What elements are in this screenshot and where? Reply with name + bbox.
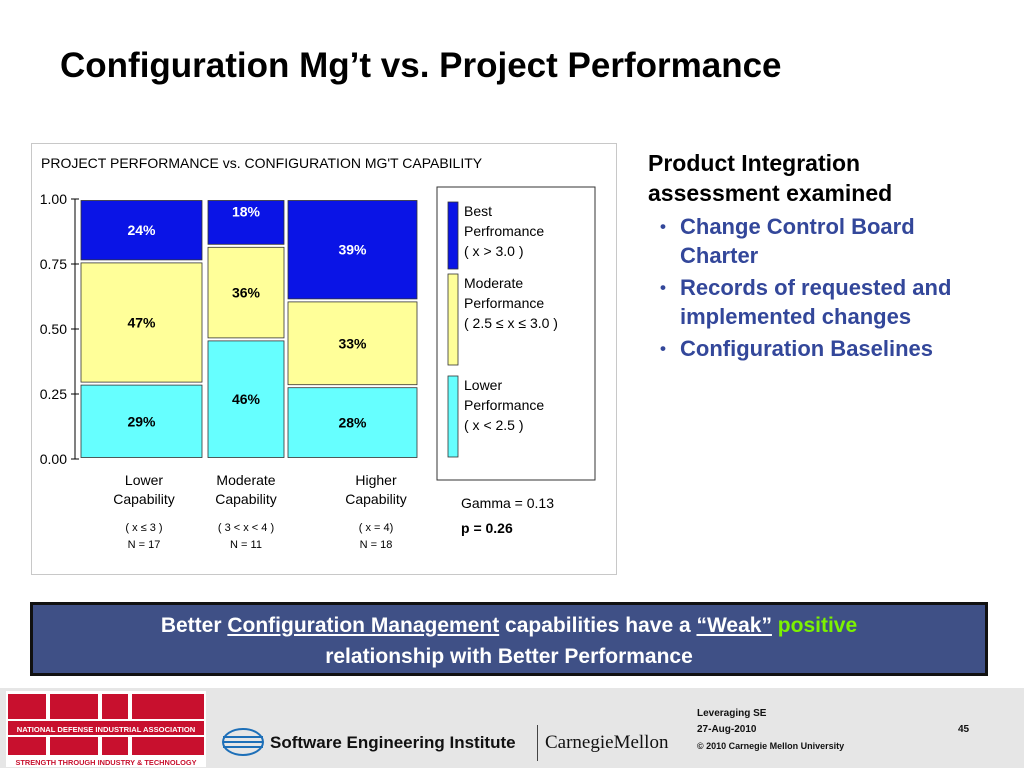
bullet-icon: • [660,278,666,297]
data-label: 36% [232,285,261,301]
bar-segment-moderate [287,301,418,386]
banner-text: capabilities have a [499,614,697,637]
finding-text: Change Control Board Charter [680,214,915,268]
x-category-label: Capability [215,491,276,507]
gamma-stat: Gamma = 0.13 [461,495,554,511]
bar-segment-best [80,200,203,261]
x-category-label: Capability [345,491,406,507]
bar-segment-moderate [80,262,203,383]
findings-heading: Product Integration assessment examined [648,150,893,206]
stacked-bar-chart: PROJECT PERFORMANCE vs. CONFIGURATION MG… [40,155,596,551]
bullet-icon: • [660,339,666,358]
legend-label: Performance [464,295,544,311]
finding-text: Configuration Baselines [680,336,934,361]
x-condition-label: ( x = 4) [359,522,394,534]
footer-copyright: © 2010 Carnegie Mellon University [697,741,845,751]
finding-item: • Change Control Board Charter [648,212,978,270]
bar-segment-lower [207,340,285,458]
conclusion-banner: Better Configuration Management capabili… [30,602,988,676]
bar-segment-best [207,200,285,245]
findings-panel: Product Integration assessment examined … [648,148,978,366]
legend-label: ( 2.5 ≤ x ≤ 3.0 ) [464,315,558,331]
legend-swatch-moderate [447,273,459,366]
x-n-label: N = 11 [230,539,262,551]
footer-date: 27-Aug-2010 [697,724,757,735]
y-tick-label: 0.00 [40,451,67,467]
bar-segment-moderate [207,246,285,339]
bar-segment-lower [287,387,418,458]
finding-item: • Records of requested and implemented ch… [648,273,978,331]
banner-text: Better [160,614,228,637]
conclusion-line-1: Better Configuration Management capabili… [33,610,985,641]
bar-segment-best [287,200,418,300]
data-label: 24% [127,222,156,238]
bar-segment-lower [80,384,203,458]
footer-event: Leveraging SE [697,708,767,719]
y-tick-label: 0.25 [40,386,67,402]
x-condition-label: ( 3 < x < 4 ) [218,522,274,534]
x-n-label: N = 17 [128,539,161,551]
data-label: 47% [127,315,156,331]
x-category-label: Higher [355,472,397,488]
legend-label: ( x < 2.5 ) [464,417,524,433]
cmu-wordmark: CarnegieMellon [545,732,669,753]
banner-weak: “Weak” [696,614,772,637]
conclusion-line-2: relationship with Better Performance [325,645,693,668]
ndia-logo: NATIONAL DEFENSE INDUSTRIAL ASSOCIATION … [6,691,206,767]
x-condition-label: ( x ≤ 3 ) [125,522,162,534]
banner-config-mgmt: Configuration Management [227,614,500,637]
data-label: 29% [127,413,156,429]
bullet-icon: • [660,217,666,236]
y-tick-label: 0.50 [40,321,67,337]
page-number: 45 [958,724,970,735]
x-category-label: Moderate [216,472,275,488]
ndia-tagline: STRENGTH THROUGH INDUSTRY & TECHNOLOGY [15,758,196,767]
sei-wordmark: Software Engineering Institute [270,733,516,752]
x-category-label: Lower [125,472,163,488]
y-tick-label: 1.00 [40,191,67,207]
legend-label: Perfromance [464,223,544,239]
legend-swatch-best [447,201,459,270]
data-label: 33% [338,335,367,351]
legend-label: Best [464,203,492,219]
banner-positive: positive [771,614,858,637]
p-value-stat: p = 0.26 [461,520,513,536]
y-tick-label: 0.75 [40,256,67,272]
ndia-org-name: NATIONAL DEFENSE INDUSTRIAL ASSOCIATION [17,725,195,734]
finding-text: Records of requested and implemented cha… [680,275,952,329]
slide-title: Configuration Mg’t vs. Project Performan… [60,46,782,85]
data-label: 39% [338,242,367,258]
data-label: 46% [232,391,261,407]
x-n-label: N = 18 [360,539,393,551]
chart-panel: PROJECT PERFORMANCE vs. CONFIGURATION MG… [31,143,617,575]
logo-divider [537,725,538,761]
findings-list: • Change Control Board Charter • Records o… [648,212,978,363]
legend-label: Moderate [464,275,523,291]
footer: NATIONAL DEFENSE INDUSTRIAL ASSOCIATION … [0,688,1024,768]
legend-box [436,186,596,481]
sei-globe-icon [222,728,264,756]
data-label: 28% [338,415,367,431]
x-category-label: Capability [113,491,174,507]
legend-label: Lower [464,377,502,393]
chart-title: PROJECT PERFORMANCE vs. CONFIGURATION MG… [41,155,483,171]
data-label: 18% [232,204,261,220]
legend-label: ( x > 3.0 ) [464,243,524,259]
legend-label: Performance [464,397,544,413]
legend-swatch-lower [447,375,459,458]
finding-item: • Configuration Baselines [648,334,978,363]
